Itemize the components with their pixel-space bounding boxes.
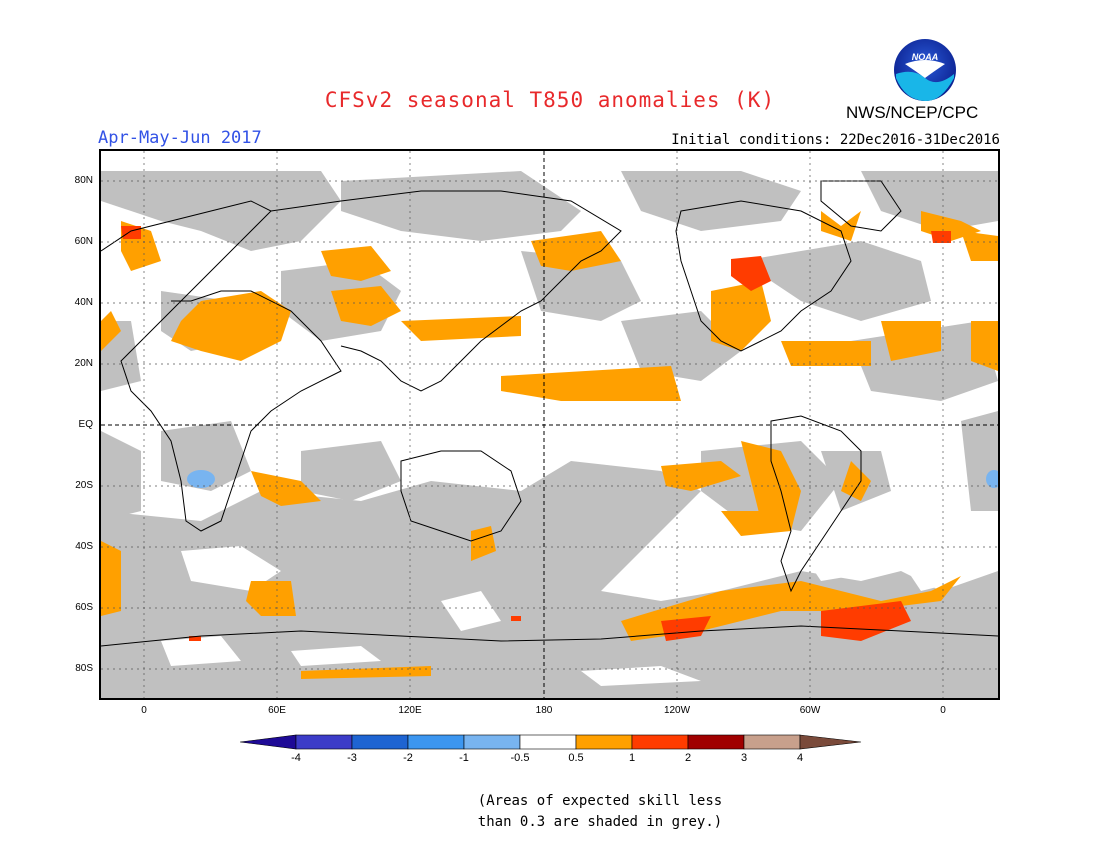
map-canvas bbox=[100, 151, 1002, 698]
lat-label-eq: EQ bbox=[78, 419, 93, 430]
lon-label-0: 0 bbox=[141, 705, 147, 716]
colorbar-label-05: 0.5 bbox=[568, 752, 584, 764]
coastlines bbox=[100, 180, 999, 647]
colorbar-segment-2-3 bbox=[687, 734, 745, 750]
anomaly-map bbox=[99, 149, 1002, 700]
colorbar-segment-lt-4 bbox=[240, 734, 297, 750]
lon-label-120e: 120E bbox=[398, 705, 422, 716]
colorbar-label-3: 3 bbox=[740, 752, 748, 764]
colorbar-segment-gt-4 bbox=[799, 734, 862, 750]
season-label: Apr-May-Jun 2017 bbox=[98, 128, 262, 148]
skill-note-line2: than 0.3 are shaded in grey.) bbox=[477, 814, 723, 830]
skill-note: (Areas of expected skill less than 0.3 a… bbox=[420, 791, 780, 833]
noaa-logo: NOAA bbox=[894, 39, 956, 102]
colorbar-label-neg4: -4 bbox=[291, 752, 301, 764]
lat-label-40n: 40N bbox=[74, 297, 93, 308]
lon-label-120w: 120W bbox=[663, 705, 691, 716]
equator-dateline bbox=[101, 151, 998, 698]
colorbar-segment-neutral bbox=[519, 734, 577, 750]
lat-label-20n: 20N bbox=[74, 358, 93, 369]
lat-label-80s: 80S bbox=[75, 663, 93, 674]
colorbar-segment-1-05 bbox=[463, 734, 521, 750]
colorbar bbox=[240, 734, 862, 750]
initial-conditions: Initial conditions: 22Dec2016-31Dec2016 bbox=[671, 132, 1000, 148]
lon-label-60w: 60W bbox=[799, 705, 821, 716]
colorbar-label-2: 2 bbox=[684, 752, 692, 764]
non-grey-patches bbox=[161, 541, 961, 686]
agency-label: NWS/NCEP/CPC bbox=[846, 103, 979, 122]
lat-label-60n: 60N bbox=[74, 236, 93, 247]
colorbar-label-1: 1 bbox=[628, 752, 636, 764]
lat-label-20s: 20S bbox=[75, 480, 93, 491]
colorbar-label-neg3: -3 bbox=[347, 752, 357, 764]
colorbar-segment-3-4 bbox=[743, 734, 801, 750]
lon-label-60e: 60E bbox=[268, 705, 286, 716]
lat-label-60s: 60S bbox=[75, 602, 93, 613]
colorbar-segment-1-2 bbox=[631, 734, 689, 750]
colorbar-segment-3-2 bbox=[351, 734, 409, 750]
lat-label-80n: 80N bbox=[74, 175, 93, 186]
colorbar-segment-05-1 bbox=[575, 734, 633, 750]
map-title: CFSv2 seasonal T850 anomalies (K) bbox=[324, 88, 776, 112]
colorbar-label-neg1: -1 bbox=[459, 752, 469, 764]
skill-note-line1: (Areas of expected skill less bbox=[477, 793, 723, 809]
lon-label-180: 180 bbox=[535, 705, 553, 716]
lat-label-40s: 40S bbox=[75, 541, 93, 552]
positive-anomaly-05-1 bbox=[101, 211, 998, 679]
colorbar-segment-4-3 bbox=[295, 734, 353, 750]
graticule bbox=[101, 151, 998, 698]
positive-anomaly-1-2 bbox=[121, 226, 951, 641]
colorbar-segment-2-1 bbox=[407, 734, 465, 750]
colorbar-label-4: 4 bbox=[796, 752, 804, 764]
colorbar-label-neg2: -2 bbox=[403, 752, 413, 764]
colorbar-label-neg05: -0.5 bbox=[510, 752, 530, 764]
svg-text:NOAA: NOAA bbox=[912, 52, 939, 62]
lon-label-0-right: 0 bbox=[940, 705, 946, 716]
